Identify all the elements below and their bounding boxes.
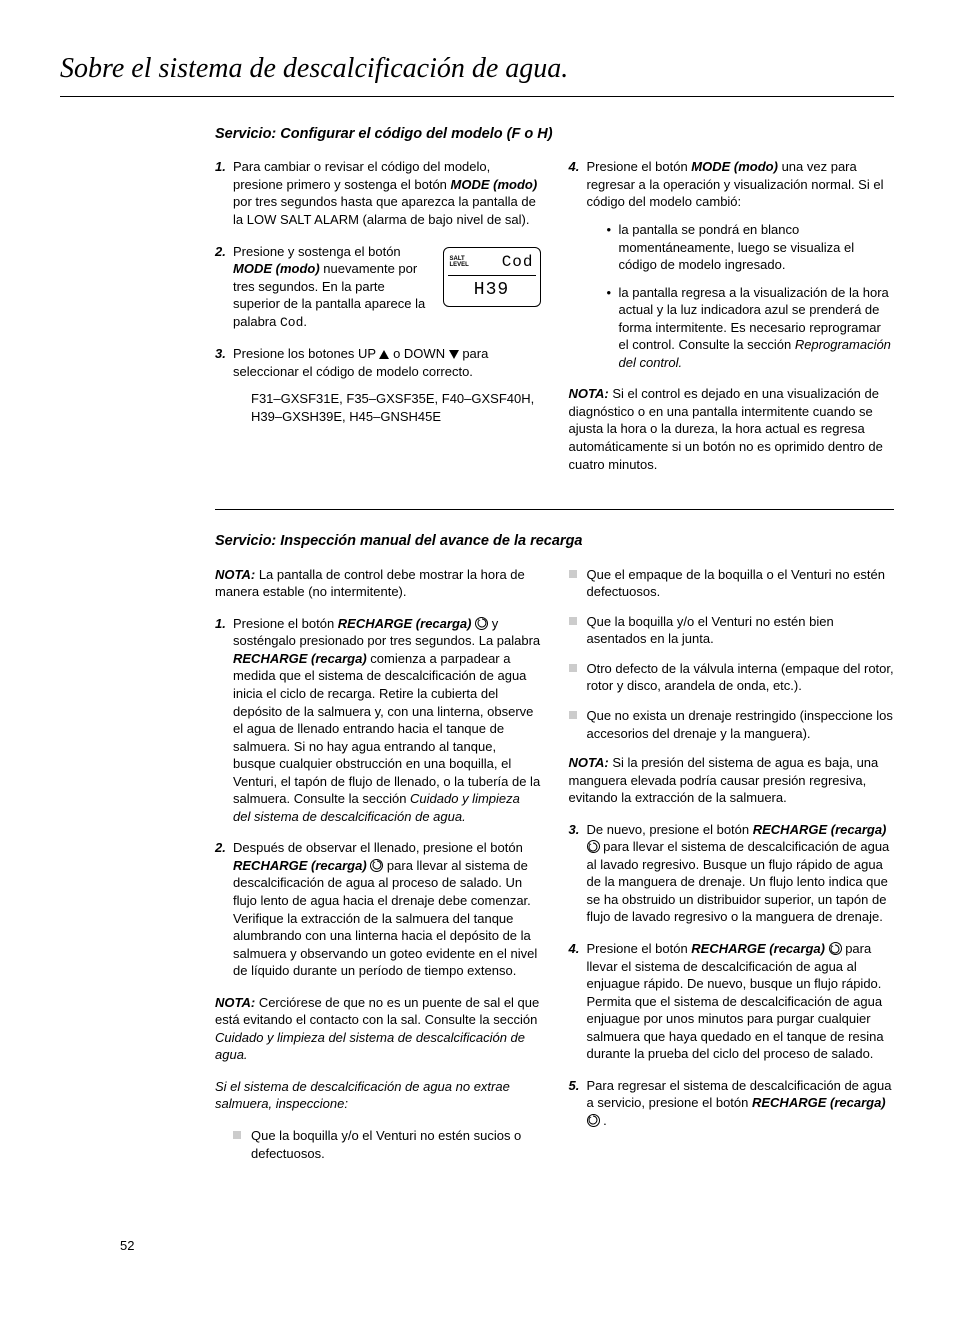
section2-left-col: NOTA: La pantalla de control debe mostra… — [215, 566, 541, 1174]
sq-4: Otro defecto de la válvula interna (empa… — [569, 660, 895, 695]
section2-title: Servicio: Inspección manual del avance d… — [215, 532, 894, 552]
section1-left-col: 1. Para cambiar o revisar el código del … — [215, 158, 541, 487]
cod-inline: Cod — [280, 315, 303, 330]
section-divider — [215, 509, 894, 510]
s2-c: para llevar al sistema de descalcificaci… — [233, 858, 537, 978]
nota1-text: La pantalla de control debe mostrar la h… — [215, 567, 525, 600]
s1-d: RECHARGE (recarga) — [233, 651, 367, 666]
s3-b: RECHARGE (recarga) — [753, 822, 887, 837]
step1-mode: MODE (modo) — [451, 177, 538, 192]
nota2-label: NOTA: — [215, 995, 255, 1010]
section1-title: Servicio: Configurar el código del model… — [215, 125, 894, 145]
step-3: 3. Presione los botones UP o DOWN para s… — [215, 345, 541, 425]
section2-steps-left: 1. Presione el botón RECHARGE (recarga) … — [215, 615, 541, 980]
step-1: 1. Para cambiar o revisar el código del … — [215, 158, 541, 228]
s4-a: Presione el botón — [587, 941, 692, 956]
s4-c: para llevar el sistema de descalcificaci… — [587, 941, 884, 1061]
up-arrow-icon — [379, 350, 389, 359]
s3-c: para llevar el sistema de descalcificaci… — [587, 839, 890, 924]
section1-steps-right: 4. Presione el botón MODE (modo) una vez… — [569, 158, 895, 371]
s1-a: Presione el botón — [233, 616, 338, 631]
sq-3: Que la boquilla y/o el Venturi no estén … — [569, 613, 895, 648]
s2-b: RECHARGE (recarga) — [233, 858, 367, 873]
step3-codes: F31–GXSF31E, F35–GXSF35E, F40–GXSF40H, H… — [251, 390, 541, 425]
nota-label: NOTA: — [569, 386, 609, 401]
nota1-label: NOTA: — [215, 567, 255, 582]
recharge-icon — [587, 1114, 600, 1127]
sq-2: Que el empaque de la boquilla o el Ventu… — [569, 566, 895, 601]
lcd-cod: Cod — [502, 252, 534, 274]
s2-a: Después de observar el llenado, presione… — [233, 840, 523, 855]
step2-a: Presione y sostenga el botón — [233, 244, 401, 259]
section2-squares-left: Que la boquilla y/o el Venturi no estén … — [233, 1127, 541, 1162]
nota3-text: Si la presión del sistema de agua es baj… — [569, 755, 879, 805]
section1-nota: NOTA: Si el control es dejado en una vis… — [569, 385, 895, 473]
page-number: 52 — [120, 1237, 134, 1255]
step-2: 2. Presione y sostenga el botón MODE (mo… — [215, 243, 541, 332]
lcd-display: SALTLEVEL Cod H39 — [443, 247, 541, 308]
section1-steps-left: 1. Para cambiar o revisar el código del … — [215, 158, 541, 425]
recharge-icon — [829, 942, 842, 955]
section-model-code: Servicio: Configurar el código del model… — [215, 125, 894, 1174]
sq-1: Que la boquilla y/o el Venturi no estén … — [233, 1127, 541, 1162]
nota2-b: Cuidado y limpieza del sistema de descal… — [215, 1030, 525, 1063]
lcd-h39: H39 — [448, 276, 536, 302]
step3-a: Presione los botones UP — [233, 346, 379, 361]
s1-e: comienza a parpadear a medida que el sis… — [233, 651, 540, 806]
lcd-salt-label: SALTLEVEL — [450, 256, 469, 268]
title-rule — [60, 96, 894, 97]
step4-mode: MODE (modo) — [691, 159, 778, 174]
nota-text: Si el control es dejado en una visualiza… — [569, 386, 883, 471]
s2-step-1: 1. Presione el botón RECHARGE (recarga) … — [215, 615, 541, 826]
step1-text-c: por tres segundos hasta que aparezca la … — [233, 194, 536, 227]
bullet-1: la pantalla se pondrá en blanco momentán… — [605, 221, 895, 274]
step-4: 4. Presione el botón MODE (modo) una vez… — [569, 158, 895, 371]
s4-b: RECHARGE (recarga) — [691, 941, 825, 956]
recharge-icon — [587, 840, 600, 853]
section1-right-col: 4. Presione el botón MODE (modo) una vez… — [569, 158, 895, 487]
sq-5: Que no exista un drenaje restringido (in… — [569, 707, 895, 742]
step2-mode: MODE (modo) — [233, 261, 320, 276]
down-arrow-icon — [449, 350, 459, 359]
step4-bullets: la pantalla se pondrá en blanco momentán… — [605, 221, 895, 371]
nota2-a: Cerciórese de que no es un puente de sal… — [215, 995, 539, 1028]
step4-a: Presione el botón — [587, 159, 692, 174]
s2-step-3: 3. De nuevo, presione el botón RECHARGE … — [569, 821, 895, 926]
s3-a: De nuevo, presione el botón — [587, 822, 753, 837]
step3-b: o DOWN — [389, 346, 448, 361]
section2-nota3: NOTA: Si la presión del sistema de agua … — [569, 754, 895, 807]
step2-d: . — [303, 314, 307, 329]
recharge-icon — [370, 859, 383, 872]
section1-columns: 1. Para cambiar o revisar el código del … — [215, 158, 894, 487]
section2-right-col: Que el empaque de la boquilla o el Ventu… — [569, 566, 895, 1174]
section2-cond: Si el sistema de descalcificación de agu… — [215, 1078, 541, 1113]
s2-step-4: 4. Presione el botón RECHARGE (recarga) … — [569, 940, 895, 1063]
recharge-icon — [475, 617, 488, 630]
nota3-label: NOTA: — [569, 755, 609, 770]
section2-steps-right: 3. De nuevo, presione el botón RECHARGE … — [569, 821, 895, 1130]
section2-nota2: NOTA: Cerciórese de que no es un puente … — [215, 994, 541, 1064]
step2-text: Presione y sostenga el botón MODE (modo)… — [233, 243, 431, 332]
section2-squares-right: Que el empaque de la boquilla o el Ventu… — [569, 566, 895, 742]
section2-nota1: NOTA: La pantalla de control debe mostra… — [215, 566, 541, 601]
s2-step-2: 2. Después de observar el llenado, presi… — [215, 839, 541, 979]
s2-step-5: 5. Para regresar el sistema de descalcif… — [569, 1077, 895, 1130]
page-title: Sobre el sistema de descalcificación de … — [60, 50, 894, 88]
bullet-2: la pantalla regresa a la visualización d… — [605, 284, 895, 372]
s5-b: RECHARGE (recarga) — [752, 1095, 886, 1110]
s5-c: . — [603, 1113, 607, 1128]
section2-columns: NOTA: La pantalla de control debe mostra… — [215, 566, 894, 1174]
s1-b: RECHARGE (recarga) — [338, 616, 472, 631]
